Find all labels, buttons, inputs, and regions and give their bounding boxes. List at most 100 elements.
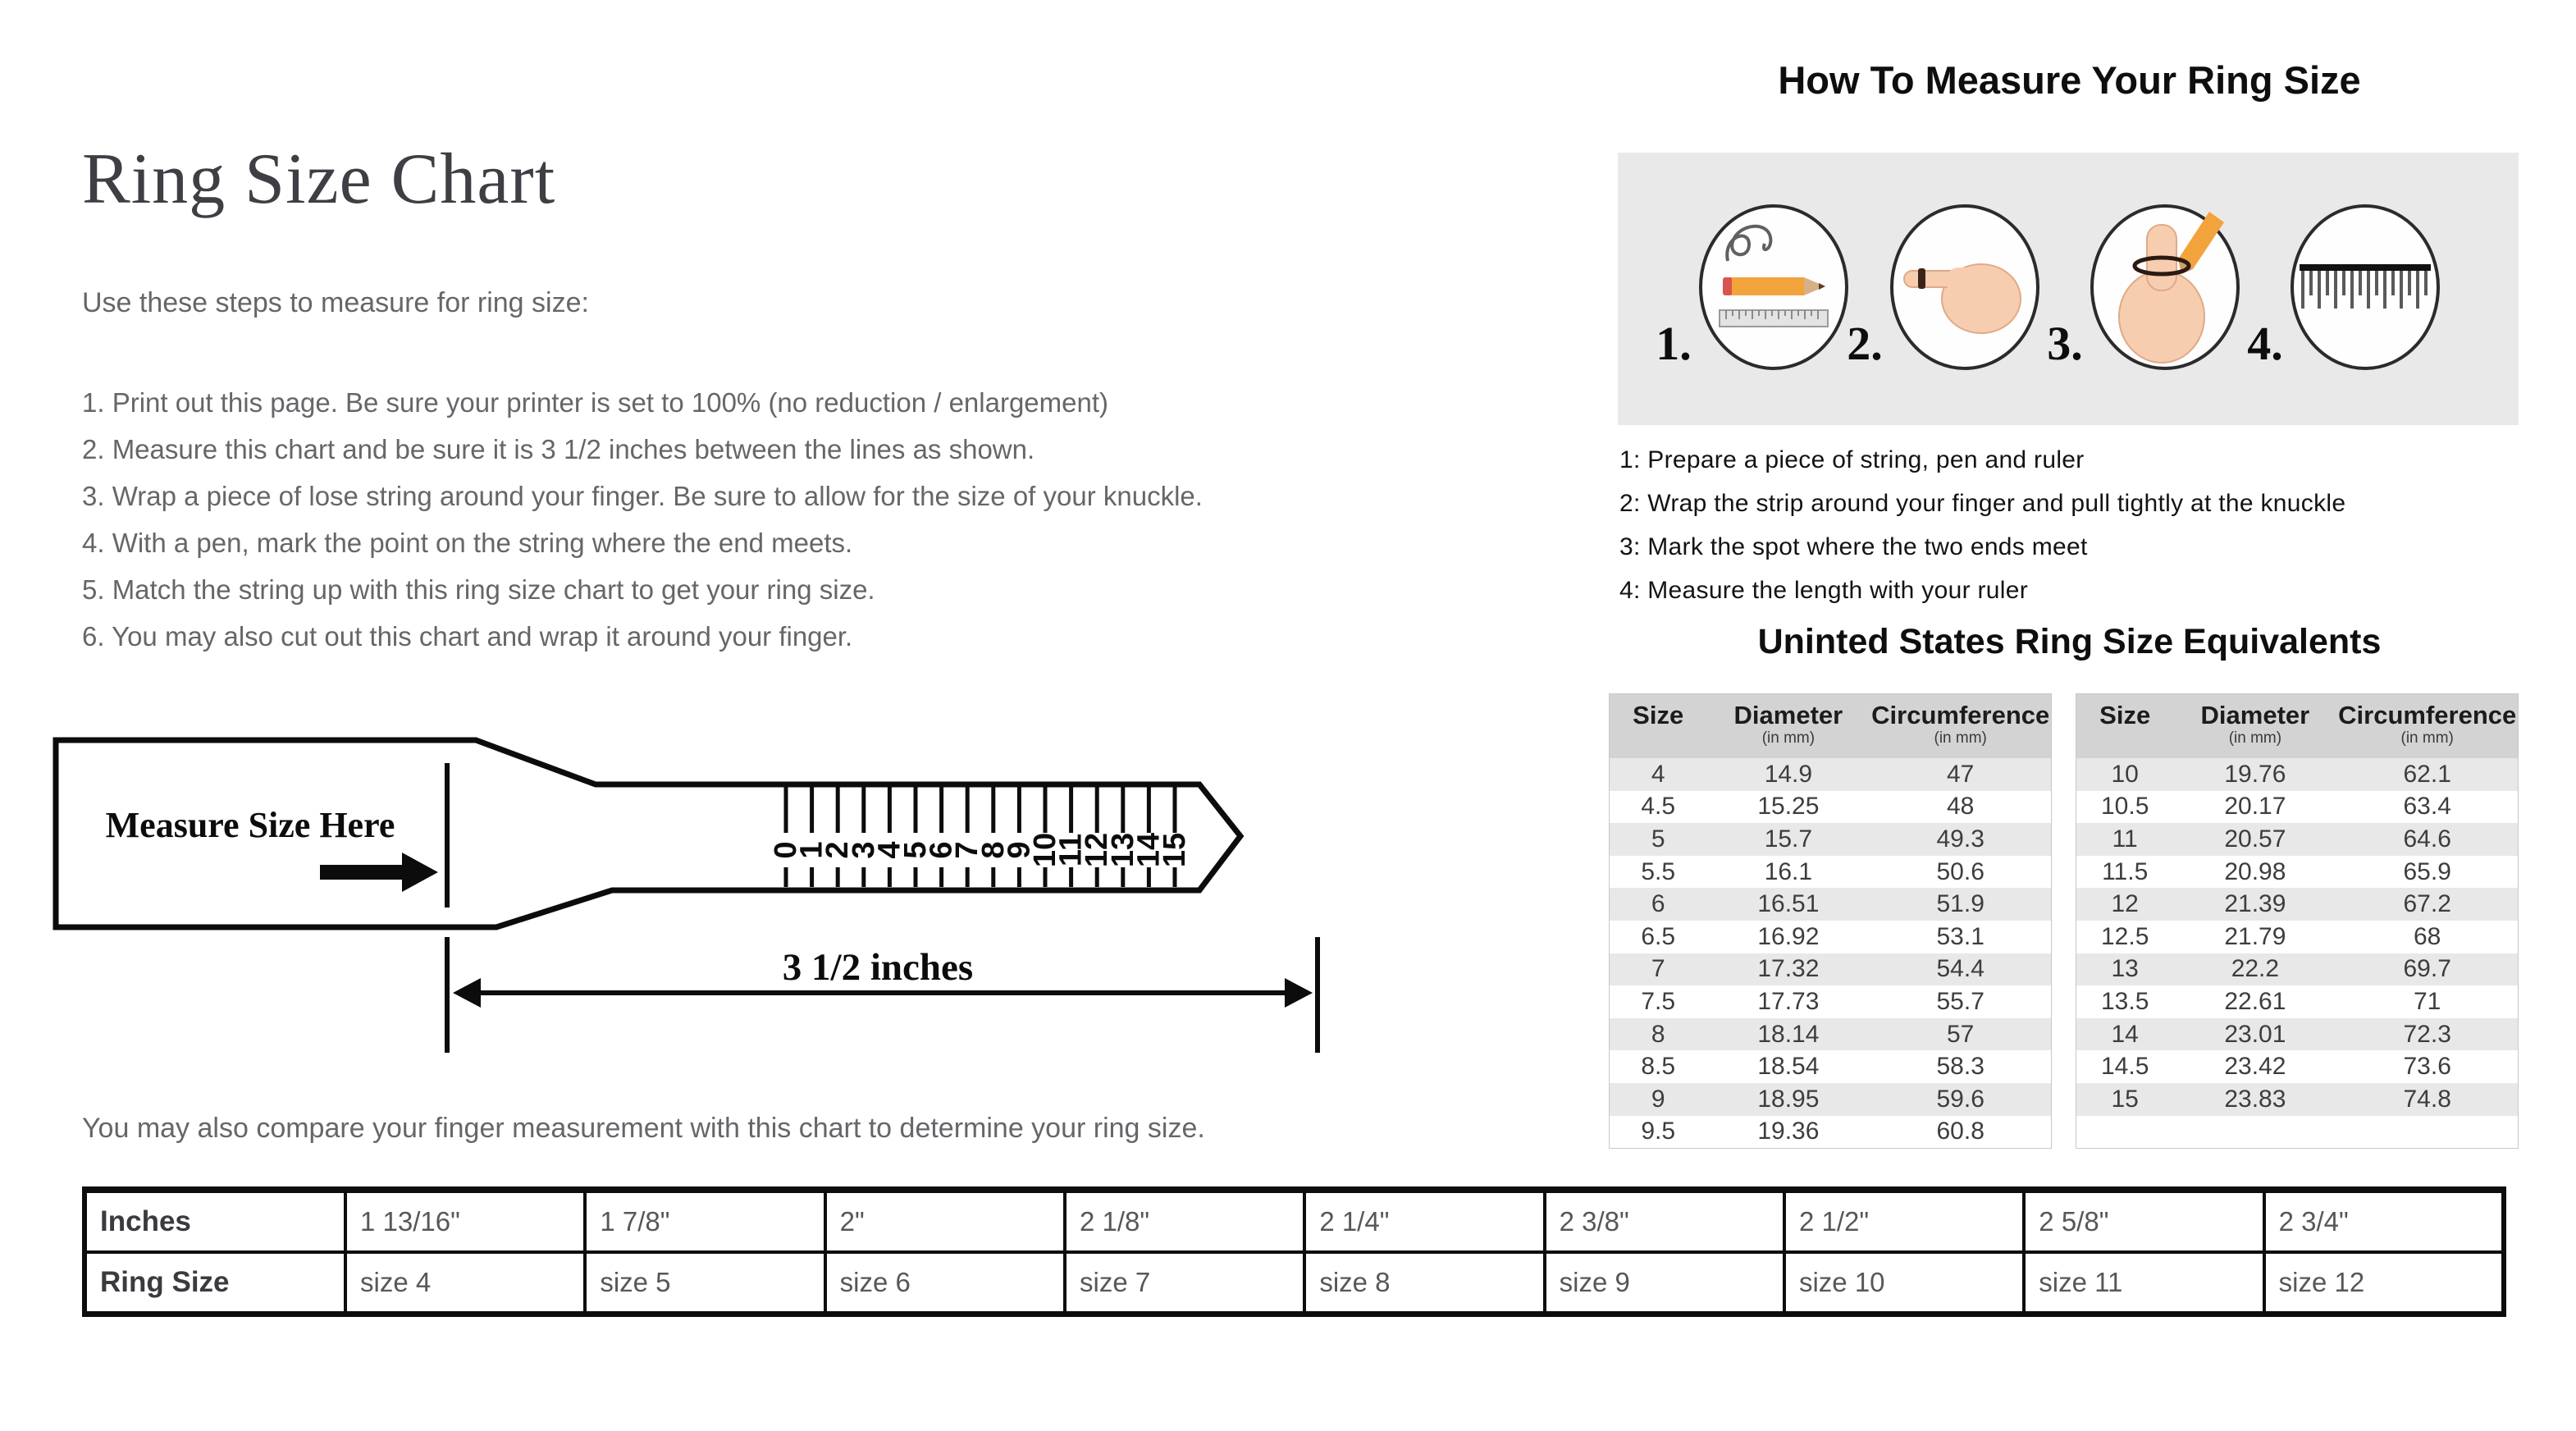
ruler-scale-number: 10 [1028,833,1062,867]
circumference-cell: 60.8 [1936,1118,1985,1145]
size-cell: 4.5 [1641,793,1676,821]
finger-with-string-icon [1903,263,2021,334]
equiv-row: 13 22.2 69.7 [2076,953,2518,986]
circumference-cell: 53.1 [1936,922,1985,950]
how-to-measure-title: How To Measure Your Ring Size [1778,58,2361,102]
arrow-right-icon [320,853,438,892]
step2-group [1890,204,2039,370]
equiv-row: 6 16.51 51.9 [1610,888,2051,921]
ruler-scale-number: 4 [872,841,907,858]
mark-knuckle-pencil-icon [2118,212,2224,363]
diameter-header: Diameter [1733,701,1843,729]
inches-cell: 2 5/8" [2022,1188,2266,1254]
inches-cell: 1 7/8" [583,1188,827,1254]
diameter-cell: 18.14 [1757,1020,1820,1048]
equiv-row: 12 21.39 67.2 [2076,888,2518,921]
equiv-row: 4 14.9 47 [1610,758,2051,791]
size-header: Size [1633,701,1684,729]
equivalents-header: Size Diameter (in mm) Circumference (in mm… [1610,694,2051,758]
ring-size-cell: size 5 [583,1250,827,1316]
diameter-cell: 16.92 [1757,922,1820,950]
equiv-row: 13.5 22.61 71 [2076,985,2518,1018]
size-cell: 4 [1651,760,1665,788]
diameter-cell: 20.57 [2224,825,2286,853]
instruction-step: 3. Wrap a piece of lose string around yo… [82,481,1203,511]
circumference-cell: 47 [1947,760,1975,788]
step1-group: 1. [1656,204,1848,370]
ruler-scale-number: 0 [769,841,803,858]
circumference-cell: 51.9 [1936,890,1985,918]
diameter-cell: 20.98 [2224,857,2286,885]
inches-cell: 2 1/2" [1782,1188,2026,1254]
circumference-cell: 63.4 [2403,793,2451,821]
size-cell: 9 [1651,1085,1665,1113]
ring-size-cell: size 6 [823,1250,1066,1316]
circumference-cell: 73.6 [2403,1053,2451,1081]
equiv-row: 8 18.14 57 [1610,1017,2051,1051]
instruction-step: 2. Measure this chart and be sure it is … [82,434,1035,464]
inches-row: Inches 1 13/16" 1 7/8" 2" 2 1/8" 2 1/4" 2 3/8… [83,1188,2506,1254]
inches-cell: 2" [823,1188,1066,1254]
instruction-step: 4: Measure the length with your ruler [1619,577,2029,604]
circumference-cell: 50.6 [1936,857,1985,885]
size-cell: 13 [2111,955,2139,983]
circumference-cell: 57 [1947,1020,1975,1048]
page-title: Ring Size Chart [82,139,556,219]
instruction-step: 5. Match the string up with this ring si… [82,574,875,605]
equiv-row: 7.5 17.73 55.7 [1610,985,2051,1018]
inches-cell: 2 1/4" [1303,1188,1546,1254]
circumference-cell: 72.3 [2403,1020,2451,1048]
ring-size-cell: size 12 [2262,1250,2506,1316]
equiv-row: 4.5 15.25 48 [1610,791,2051,824]
size-cell: 8 [1651,1020,1665,1048]
inches-to-ring-size-table: Inches 1 13/16" 1 7/8" 2" 2 1/8" 2 1/4" 2 3/8… [82,1186,2506,1317]
step4-number: 4. [2247,317,2283,370]
equivalents-rows-right: 10 19.76 62.1 10.5 20.17 63.4 11 20.57 64.6 11.5 2… [2076,758,2518,1149]
inches-cell: 1 13/16" [343,1188,587,1254]
size-cell: 14 [2111,1020,2139,1048]
ring-size-cell: size 8 [1303,1250,1546,1316]
diameter-cell: 22.61 [2224,987,2286,1015]
how-to-measure-illustration: 1. [1618,153,2519,425]
equiv-row: 9 18.95 59.6 [1610,1082,2051,1116]
diameter-cell: 23.42 [2224,1053,2286,1081]
circumference-cell: 48 [1947,793,1975,821]
ring-size-row: Ring Size size 4 size 5 size 6 size 7 size 8… [83,1250,2506,1316]
diameter-cell: 17.32 [1757,955,1820,983]
step1-number: 1. [1656,317,1692,370]
string-pen-ruler-icon [1719,224,1829,327]
ruler-scale-number: 3 [847,841,881,858]
ruler-scale-number: 6 [925,841,959,858]
ruler-scale-number: 9 [1002,841,1036,858]
size-cell: 6 [1651,890,1665,918]
size-header: Size [2099,701,2151,729]
equiv-row: 9.5 19.36 60.8 [1610,1116,2051,1149]
equiv-row: 14.5 23.42 73.6 [2076,1050,2518,1083]
equiv-row: 15 23.83 74.8 [2076,1082,2518,1116]
intro-text: Use these steps to measure for ring size… [82,287,589,318]
diameter-cell: 21.79 [2224,922,2286,950]
ring-size-cell: size 9 [1542,1250,1786,1316]
size-cell: 12.5 [2100,922,2149,950]
diameter-cell: 18.95 [1757,1085,1820,1113]
diameter-header: Diameter [2200,701,2310,729]
circumference-cell: 64.6 [2403,825,2451,853]
circumference-cell: 69.7 [2403,955,2451,983]
circumference-unit: (in mm) [1934,729,1987,747]
step2-number: 2. [1847,317,1883,370]
size-cell: 9.5 [1641,1118,1676,1145]
diameter-cell: 23.83 [2224,1085,2286,1113]
instruction-step: 2: Wrap the strip around your finger and… [1619,490,2346,517]
size-cell: 11.5 [2102,857,2149,885]
circumference-cell: 54.4 [1936,955,1985,983]
circumference-header: Circumference [1871,701,2050,729]
equiv-row: 7 17.32 54.4 [1610,953,2051,986]
size-cell: 15 [2111,1085,2139,1113]
ruler-scale-number: 14 [1131,833,1166,867]
diameter-unit: (in mm) [2228,729,2282,747]
inches-cell: 2 3/4" [2262,1188,2506,1254]
ring-size-cell: size 11 [2022,1250,2266,1316]
equiv-row-empty [2076,1115,2518,1149]
